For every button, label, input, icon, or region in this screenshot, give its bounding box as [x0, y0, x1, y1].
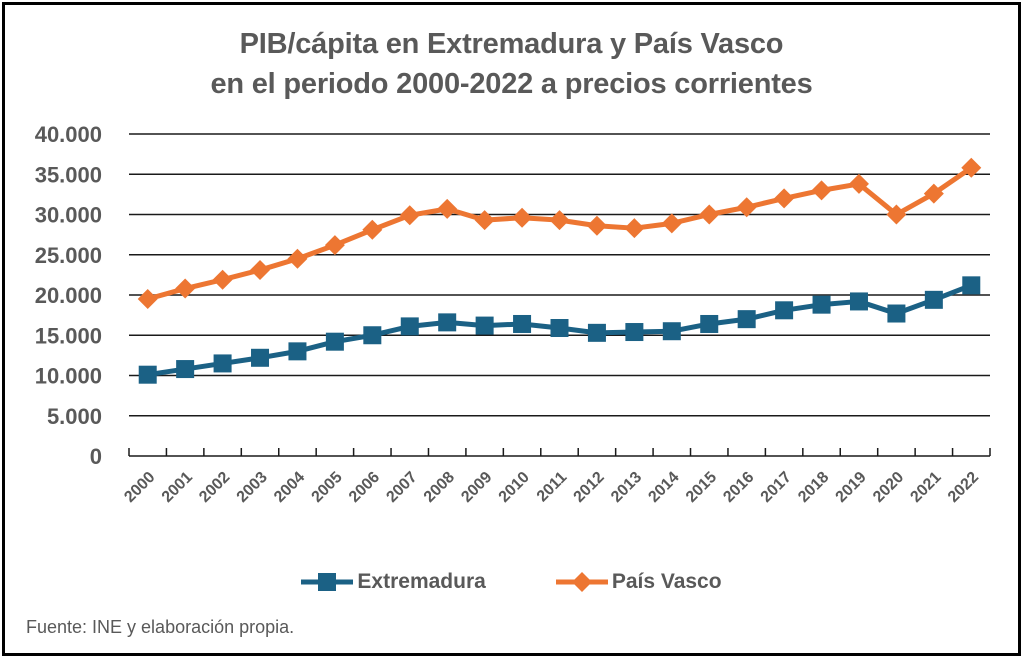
data-point[interactable]	[923, 183, 944, 204]
diamond-marker-icon	[555, 572, 608, 592]
y-tick-label: 15.000	[35, 323, 102, 348]
legend-label-extremadura: Extremadura	[357, 570, 486, 593]
chart-title-line-1: PIB/cápita en Extremadura y País Vasco	[239, 28, 784, 60]
data-point[interactable]	[924, 290, 943, 309]
y-tick-label: 10.000	[35, 364, 102, 389]
source-note: Fuente: INE y elaboración propia.	[26, 617, 295, 637]
chart-title: PIB/cápita en Extremadura y País Vasco e…	[0, 24, 1023, 104]
data-point[interactable]	[325, 332, 344, 351]
data-point[interactable]	[400, 317, 419, 336]
data-point[interactable]	[549, 210, 570, 231]
data-point[interactable]	[586, 215, 607, 236]
y-tick-label: 30.000	[35, 203, 102, 228]
series-extremadura	[138, 276, 981, 384]
data-point[interactable]	[848, 173, 869, 194]
data-point[interactable]	[736, 197, 757, 218]
legend-item-pais-vasco[interactable]: País Vasco	[555, 570, 722, 594]
y-axis: 0 5.000 10.000 15.000 20.000 25.000 30.000 35.0…	[35, 122, 102, 469]
data-point[interactable]	[213, 354, 232, 373]
data-point[interactable]	[475, 316, 494, 335]
data-point[interactable]	[512, 207, 533, 228]
x-tick-label: 2002	[196, 469, 233, 506]
data-point[interactable]	[661, 213, 682, 234]
data-point[interactable]	[550, 319, 569, 338]
data-point[interactable]	[887, 304, 906, 323]
data-point[interactable]	[961, 157, 982, 178]
x-tick-label: 2020	[870, 469, 907, 506]
data-point[interactable]	[437, 198, 458, 219]
data-point[interactable]	[587, 323, 606, 342]
x-tick-label: 2018	[795, 469, 832, 506]
x-tick-label: 2004	[271, 469, 308, 506]
data-point[interactable]	[662, 322, 681, 341]
legend-item-extremadura[interactable]: Extremadura	[301, 570, 486, 594]
data-point[interactable]	[513, 314, 532, 333]
series-line	[147, 165, 973, 302]
data-point[interactable]	[251, 348, 270, 367]
data-point[interactable]	[962, 276, 981, 295]
data-point[interactable]	[288, 342, 307, 361]
data-point[interactable]	[700, 314, 719, 333]
x-tick-label: 2017	[758, 469, 795, 506]
x-tick-label: 2011	[534, 469, 571, 506]
x-tick-label: 2014	[645, 469, 682, 506]
data-point[interactable]	[287, 248, 308, 269]
data-point[interactable]	[137, 289, 158, 310]
data-point[interactable]	[624, 218, 645, 239]
data-point[interactable]	[212, 269, 233, 290]
series-group	[137, 157, 982, 384]
x-tick-label: 2019	[833, 469, 870, 506]
y-tick-label: 20.000	[35, 283, 102, 308]
data-point[interactable]	[812, 295, 831, 314]
data-point[interactable]	[625, 323, 644, 342]
data-point[interactable]	[438, 313, 457, 332]
x-tick-label: 2006	[346, 469, 383, 506]
data-point[interactable]	[176, 360, 195, 379]
data-point[interactable]	[811, 180, 832, 201]
legend: Extremadura País Vasco	[0, 570, 1023, 594]
y-tick-label: 40.000	[35, 122, 102, 147]
data-point[interactable]	[737, 310, 756, 329]
x-tick-label: 2005	[309, 469, 346, 506]
x-axis: 2000 2001 2002 2003 2004 2005 2006 2007 2008 2009…	[121, 448, 991, 506]
data-point[interactable]	[363, 326, 382, 345]
legend-label-pais-vasco: País Vasco	[611, 570, 722, 593]
data-point[interactable]	[774, 188, 795, 209]
x-tick-label: 2012	[571, 469, 608, 506]
x-tick-label: 2015	[683, 469, 720, 506]
x-tick-label: 2016	[720, 469, 757, 506]
data-point[interactable]	[775, 301, 794, 320]
square-marker-icon	[301, 573, 354, 591]
x-tick-label: 2009	[458, 469, 495, 506]
x-tick-label: 2022	[945, 469, 982, 506]
data-point[interactable]	[699, 204, 720, 225]
x-tick-label: 2003	[234, 469, 271, 506]
data-point[interactable]	[474, 210, 495, 231]
data-point[interactable]	[324, 235, 345, 256]
x-tick-label: 2008	[421, 469, 458, 506]
x-tick-label: 2021	[907, 469, 944, 506]
data-point[interactable]	[849, 292, 868, 311]
data-point[interactable]	[399, 205, 420, 226]
data-point[interactable]	[250, 260, 271, 281]
y-tick-label: 35.000	[35, 162, 102, 187]
x-tick-label: 2000	[121, 469, 158, 506]
data-point[interactable]	[886, 204, 907, 225]
x-tick-label: 2013	[608, 469, 645, 506]
y-tick-label: 25.000	[35, 243, 102, 268]
y-tick-label: 5.000	[47, 404, 102, 429]
x-tick-label: 2010	[496, 469, 533, 506]
y-tick-label: 0	[90, 444, 102, 469]
data-point[interactable]	[362, 219, 383, 240]
data-point[interactable]	[138, 365, 157, 384]
x-tick-label: 2001	[159, 469, 196, 506]
chart-title-line-2: en el periodo 2000-2022 a precios corrie…	[210, 68, 813, 100]
data-point[interactable]	[175, 278, 196, 299]
series-pa-s-vasco	[137, 157, 982, 310]
x-tick-label: 2007	[383, 469, 420, 506]
